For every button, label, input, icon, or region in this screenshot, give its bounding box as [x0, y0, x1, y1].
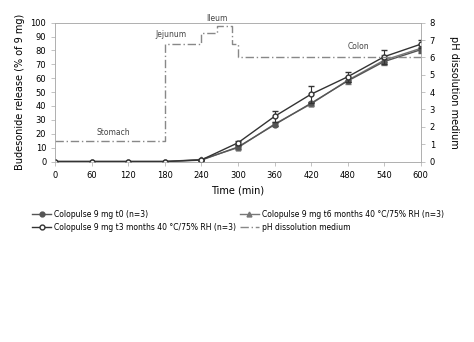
Y-axis label: pH dissolution medium: pH dissolution medium — [449, 36, 459, 148]
X-axis label: Time (min): Time (min) — [211, 185, 264, 195]
Text: Colon: Colon — [347, 42, 369, 51]
Text: Ileum: Ileum — [206, 14, 228, 23]
Text: Jejunum: Jejunum — [156, 30, 187, 39]
Legend: Colopulse 9 mg t0 (n=3), Colopulse 9 mg t3 months 40 °C/75% RH (n=3), Colopulse : Colopulse 9 mg t0 (n=3), Colopulse 9 mg … — [29, 207, 447, 235]
Y-axis label: Budesonide release (% of 9 mg): Budesonide release (% of 9 mg) — [15, 14, 25, 170]
Text: Stomach: Stomach — [97, 128, 130, 137]
